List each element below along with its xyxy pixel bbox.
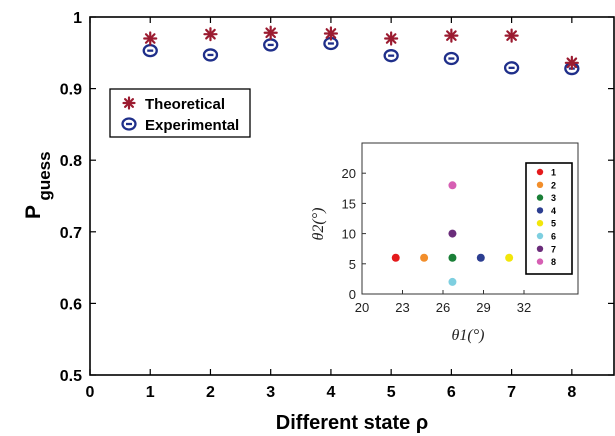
inset-legend-marker	[536, 168, 544, 176]
legend-star-icon	[122, 96, 136, 110]
plot-frame	[89, 16, 615, 376]
inset-legend-marker	[536, 245, 544, 252]
inset-legend-label: 3	[551, 193, 556, 203]
x-tick-label: 4	[326, 384, 335, 401]
inset-y-tick-label: 20	[342, 166, 356, 181]
circle-marker	[383, 49, 399, 63]
x-axis-label: Different state ρ	[276, 412, 428, 434]
star-stroke	[144, 33, 156, 44]
inset-x-tick-label: 29	[476, 300, 490, 315]
theoretical-point	[384, 31, 399, 46]
inset-legend-marker	[536, 207, 544, 214]
experimental-point	[142, 44, 158, 58]
theoretical-point	[444, 28, 459, 43]
star-stroke	[325, 28, 337, 39]
inset-x-tick-label: 20	[355, 300, 369, 315]
inset-legend-box	[525, 162, 573, 275]
inset-y-tick-label: 0	[349, 287, 356, 302]
inset-legend-marker	[536, 181, 544, 188]
legend: Theoretical Experimental	[109, 88, 251, 138]
inset-point-4	[476, 253, 485, 262]
star-stroke	[205, 28, 216, 40]
inset-point-1	[391, 253, 400, 262]
inset-x-axis-label: θ1(°)	[452, 327, 485, 344]
experimental-point	[263, 38, 279, 52]
star-stroke	[566, 57, 578, 69]
inset-x-tick-label: 32	[517, 300, 531, 315]
experimental-point	[383, 49, 399, 63]
y-tick-label: 0.6	[60, 296, 82, 313]
inset-point-8	[448, 181, 457, 190]
y-tick-label: 0.7	[60, 225, 82, 242]
star-stroke	[446, 30, 457, 41]
star-stroke	[385, 33, 397, 44]
inset-point-6	[448, 277, 457, 286]
y-tick-label: 0.8	[60, 153, 82, 170]
y-axis-label-main: P	[22, 205, 45, 219]
theoretical-point	[323, 26, 339, 41]
y-tick-label: 0.9	[60, 82, 82, 99]
inset-point-2	[420, 253, 429, 262]
star-stroke	[506, 30, 517, 41]
inset-legend-marker	[536, 220, 544, 227]
experimental-point	[202, 48, 219, 62]
experimental-point	[503, 61, 520, 75]
inset-legend-marker	[536, 232, 544, 240]
circle-marker	[121, 117, 137, 131]
inset-x-tick-label: 23	[395, 300, 409, 315]
x-tick-label: 6	[447, 384, 456, 401]
legend-circle-icon	[121, 117, 137, 131]
legend-label-theoretical: Theoretical	[145, 96, 225, 113]
inset-x-tick-label: 26	[436, 300, 450, 315]
theoretical-point	[263, 25, 278, 40]
x-tick-label: 3	[266, 384, 275, 401]
inset-legend: 1 2 3 4 5 6 7 8	[525, 162, 573, 275]
inset-legend-label: 4	[551, 206, 556, 216]
theoretical-point	[564, 55, 579, 70]
legend-label-experimental: Experimental	[145, 117, 239, 134]
x-tick-label: 8	[567, 384, 576, 401]
theoretical-point	[504, 28, 519, 43]
inset-y-tick-label: 15	[342, 196, 356, 211]
star-stroke	[124, 98, 134, 108]
x-tick-label: 5	[387, 384, 396, 401]
inset-y-axis-label: θ2(°)	[310, 208, 327, 241]
inset-y-tick-label: 5	[349, 257, 356, 272]
inset-point-5	[505, 253, 514, 262]
circle-marker	[503, 61, 520, 75]
theoretical-point	[203, 27, 218, 42]
inset-legend-label: 8	[551, 257, 556, 267]
inset-legend-label: 1	[551, 168, 556, 178]
x-tick-label: 7	[507, 384, 516, 401]
y-tick-label: 1	[73, 10, 82, 27]
inset-legend-label: 7	[551, 244, 556, 254]
y-tick-label: 0.5	[60, 368, 82, 385]
inset-y-tick-label: 10	[342, 227, 356, 242]
theoretical-point	[143, 31, 158, 46]
x-tick-label: 2	[206, 384, 215, 401]
circle-marker	[443, 51, 460, 66]
inset-legend-label: 5	[551, 219, 556, 229]
experimental-point	[443, 51, 460, 66]
inset-point-7	[448, 229, 457, 238]
inset-legend-label: 2	[551, 180, 556, 190]
x-tick-label: 0	[86, 384, 95, 401]
inset-legend-marker	[536, 194, 544, 201]
star-stroke	[265, 27, 277, 39]
inset-y-axis-label-group: θ2(°)	[310, 208, 327, 241]
inset-point-3	[448, 253, 457, 262]
circle-marker	[202, 48, 219, 62]
inset-legend-marker	[536, 258, 544, 265]
x-tick-label: 1	[146, 384, 155, 401]
inset-legend-label: 6	[551, 232, 556, 242]
y-axis-label-sub: guess	[35, 151, 54, 200]
